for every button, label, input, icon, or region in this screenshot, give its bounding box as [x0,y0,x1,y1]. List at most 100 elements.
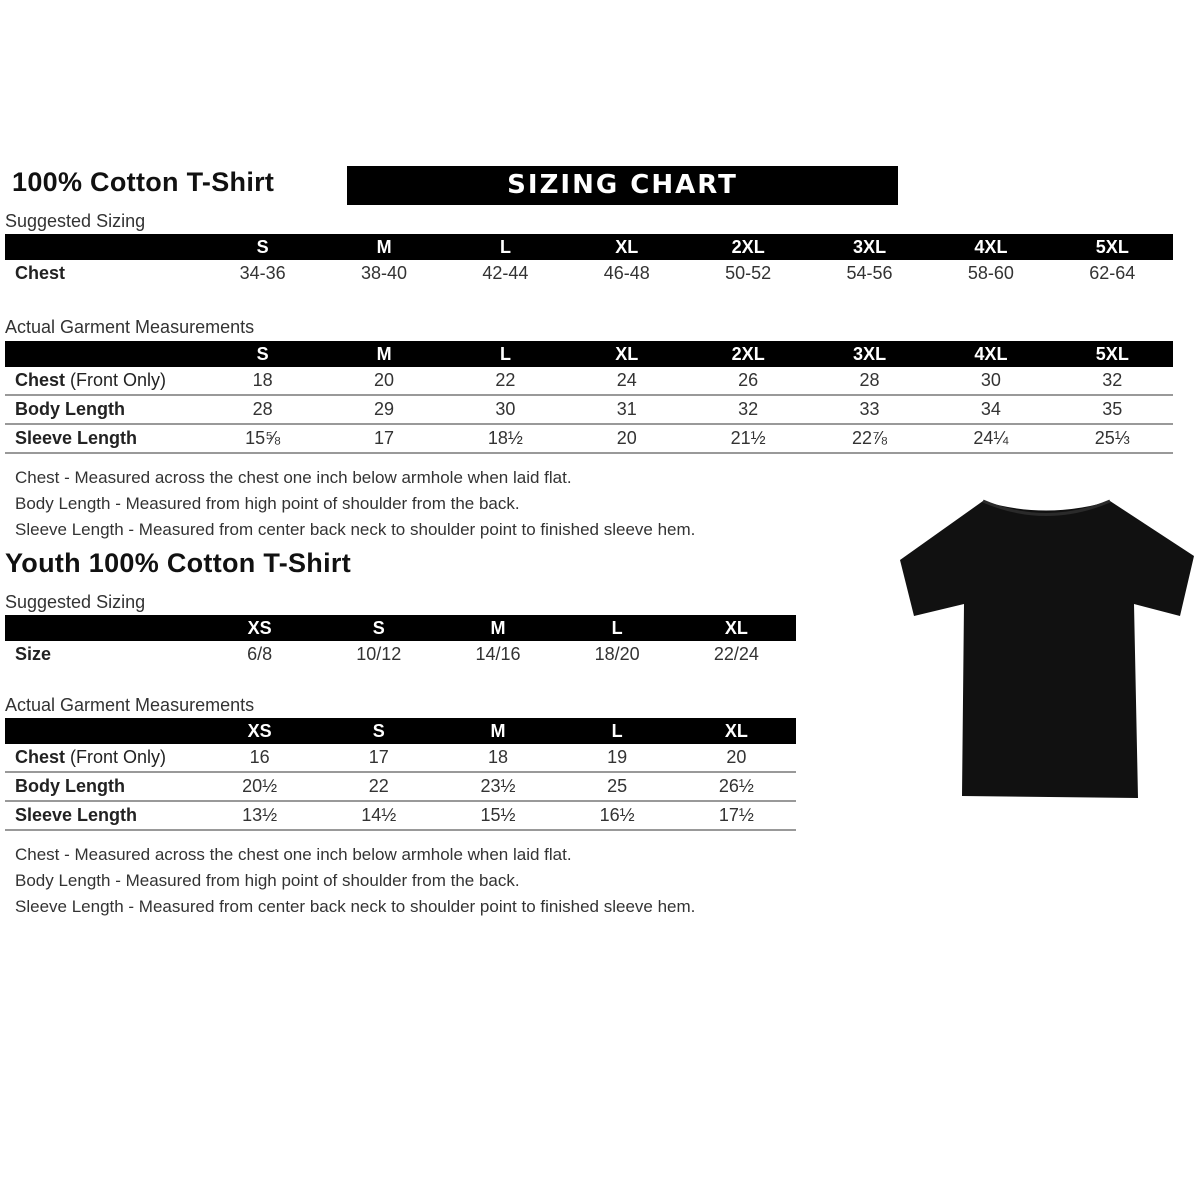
table-cell: 22 [444,367,567,396]
size-header-row: XS S M L XL [5,718,796,744]
table-cell: 29 [323,395,445,425]
adult-title: 100% Cotton T-Shirt [12,167,275,197]
table-cell: 23½ [438,772,558,802]
youth-note-sleeve: Sleeve Length - Measured from center bac… [15,897,696,916]
size-header: L [444,234,567,260]
table-cell: 17 [319,744,439,773]
size-header: XS [200,718,320,744]
table-cell: 24¼ [930,424,1052,454]
table-row: Sleeve Length 15⅝ 17 18½ 20 21½ 22⅞ 24¼ 25⅓ [5,424,1173,454]
table-row: Chest 34-36 38-40 42-44 46-48 50-52 54-56 58-60… [5,260,1173,287]
size-header: 3XL [808,341,931,367]
table-cell: 22/24 [713,644,759,664]
size-header: XL [566,234,688,260]
size-header: 2XL [687,234,809,260]
header-blank [5,615,200,641]
sizing-chart-banner: SIZING CHART [347,166,898,205]
row-label: Body Length [5,395,202,425]
youth-note-body: Body Length - Measured from high point o… [15,871,520,890]
row-label-suffix: (Front Only) [70,747,167,767]
size-header: XL [566,341,688,367]
youth-suggested-table: XS S M L XL Size 6/8 10/12 14/16 18/20 22/24 [5,615,796,668]
table-row: Body Length 28 29 30 31 32 33 34 35 [5,395,1173,425]
table-cell: 46-48 [603,263,650,283]
size-header-row: XS S M L XL [5,615,796,641]
row-label: Sleeve Length [5,424,202,454]
size-header: XL [676,615,796,641]
black-tshirt-icon [900,499,1194,798]
table-cell: 22⅞ [808,424,931,454]
table-cell: 32 [1051,367,1173,396]
table-cell: 20 [323,367,445,396]
table-cell: 28 [808,367,931,396]
row-label-text: Chest [15,370,66,390]
table-cell: 32 [687,395,809,425]
adult-actual-table: S M L XL 2XL 3XL 4XL 5XL Chest (Front Only) 18 20 2… [5,341,1173,454]
row-label: Chest [5,260,202,287]
table-cell: 38-40 [361,263,408,283]
table-cell: 18/20 [594,644,640,664]
table-cell: 17 [323,424,445,454]
table-cell: 31 [566,395,688,425]
table-row: Chest (Front Only) 16 17 18 19 20 [5,744,796,773]
table-row: Chest (Front Only) 18 20 22 24 26 28 30 32 [5,367,1173,396]
table-cell: 20½ [200,772,320,802]
size-header: S [319,615,439,641]
table-cell: 42-44 [482,263,529,283]
table-cell: 20 [676,744,796,773]
table-cell: 30 [444,395,567,425]
size-header-row: S M L XL 2XL 3XL 4XL 5XL [5,234,1173,260]
row-label-suffix: (Front Only) [70,370,167,390]
youth-actual-label: Actual Garment Measurements [5,695,255,715]
table-cell: 14/16 [475,644,521,664]
table-cell: 34-36 [239,263,286,283]
table-cell: 26 [687,367,809,396]
table-cell: 16½ [557,801,677,831]
table-cell: 14½ [319,801,439,831]
table-cell: 25⅓ [1051,424,1173,454]
size-header: S [202,341,324,367]
row-label: Chest (Front Only) [5,744,200,773]
size-header: M [323,341,445,367]
table-cell: 15⅝ [202,424,324,454]
row-label-text: Sleeve Length [15,428,138,448]
table-cell: 62-64 [1089,263,1136,283]
table-cell: 58-60 [967,263,1014,283]
table-row: Size 6/8 10/12 14/16 18/20 22/24 [5,641,796,668]
table-cell: 30 [930,367,1052,396]
adult-suggested-label: Suggested Sizing [5,211,146,231]
row-label: Sleeve Length [5,801,200,831]
youth-note-chest: Chest - Measured across the chest one in… [15,845,572,864]
adult-note-sleeve: Sleeve Length - Measured from center bac… [15,520,696,539]
size-header: L [557,615,677,641]
size-header: XL [676,718,796,744]
adult-note-body: Body Length - Measured from high point o… [15,494,520,513]
header-blank [5,234,202,260]
size-header: XS [200,615,320,641]
table-cell: 25 [557,772,677,802]
table-cell: 26½ [676,772,796,802]
size-header: 5XL [1051,341,1173,367]
table-cell: 18 [438,744,558,773]
row-label: Size [5,641,200,668]
youth-actual-table: XS S M L XL Chest (Front Only) 16 17 18 19 20 Body … [5,718,796,831]
row-label-text: Chest [15,263,66,283]
adult-suggested-table: S M L XL 2XL 3XL 4XL 5XL Chest 34-36 38-40 42-44 46-… [5,234,1173,287]
size-header: L [557,718,677,744]
table-cell: 22 [319,772,439,802]
table-cell: 15½ [438,801,558,831]
table-cell: 6/8 [247,644,273,664]
table-cell: 24 [566,367,688,396]
size-header: 5XL [1051,234,1173,260]
table-cell: 13½ [200,801,320,831]
row-label-text: Chest [15,747,66,767]
header-blank [5,718,200,744]
size-header: 2XL [687,341,809,367]
table-cell: 21½ [687,424,809,454]
table-cell: 18 [202,367,324,396]
header-blank [5,341,202,367]
table-cell: 10/12 [356,644,402,664]
size-header: M [438,615,558,641]
table-cell: 28 [202,395,324,425]
table-cell: 54-56 [846,263,893,283]
